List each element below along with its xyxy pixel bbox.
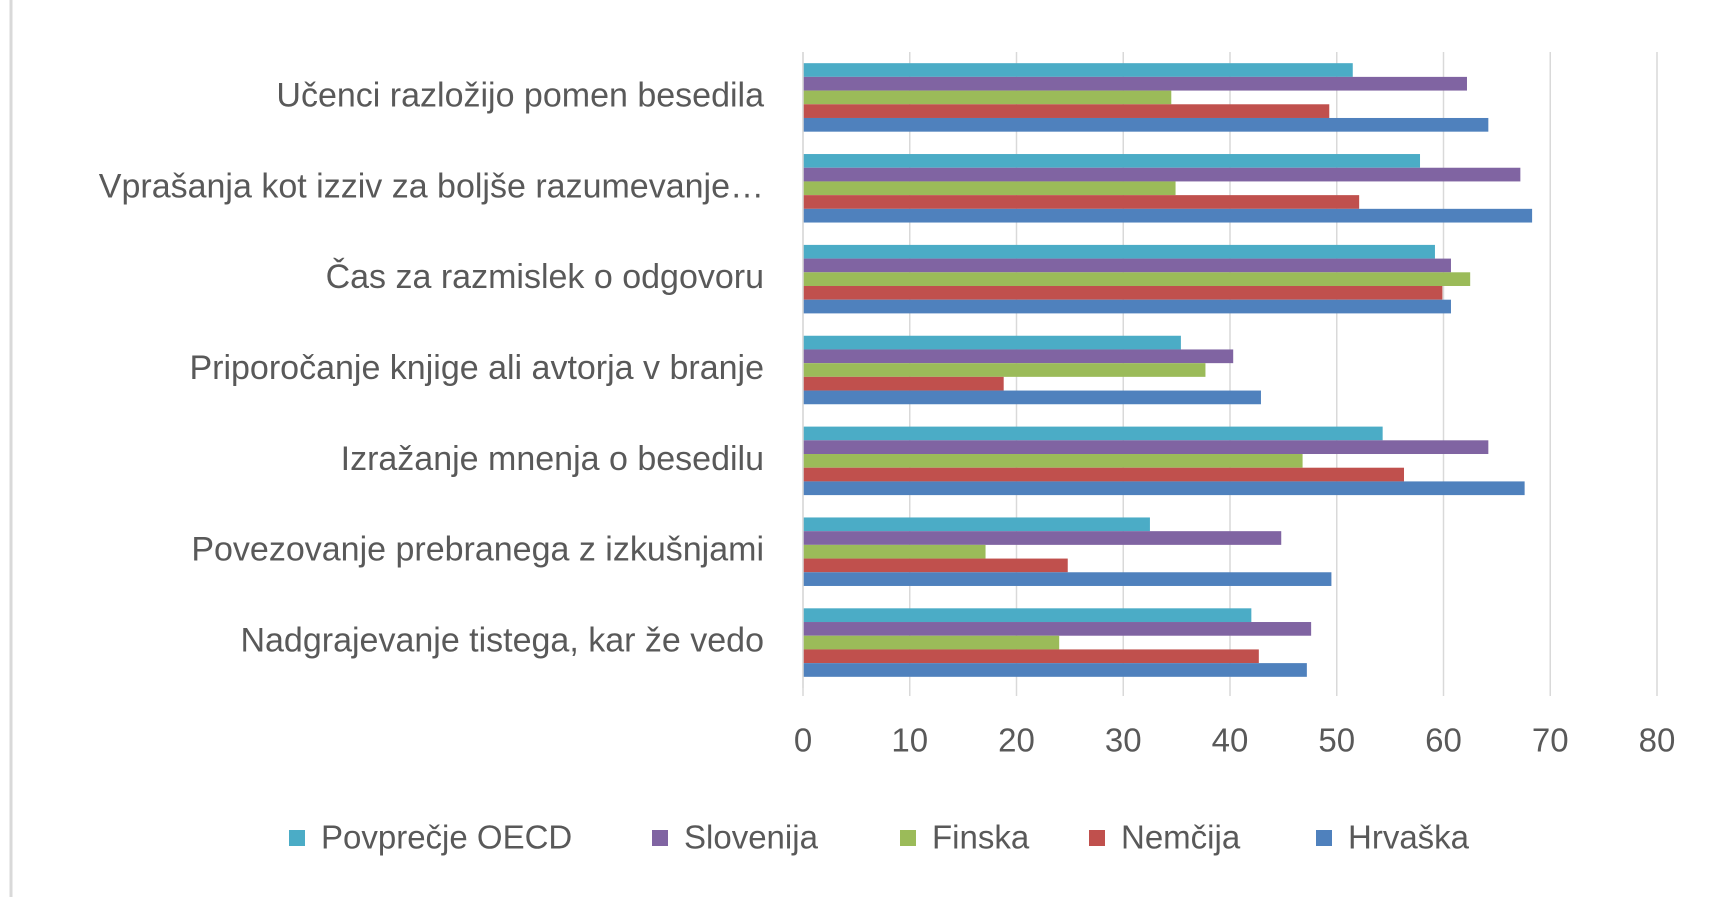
bar bbox=[803, 635, 1060, 650]
bar bbox=[803, 104, 1330, 118]
bar bbox=[803, 544, 986, 559]
y-tick-label: Učenci razložijo pomen besedila bbox=[276, 76, 764, 114]
bar bbox=[803, 558, 1068, 573]
x-tick-label: 40 bbox=[1212, 722, 1249, 759]
bar bbox=[803, 272, 1471, 286]
legend-label: Nemčija bbox=[1121, 819, 1241, 856]
bar bbox=[803, 622, 1312, 636]
x-tick-label: 20 bbox=[998, 722, 1035, 759]
y-tick-label: Priporočanje knjige ali avtorja v branje bbox=[189, 349, 764, 387]
x-tick-label: 0 bbox=[794, 722, 812, 759]
bar bbox=[803, 440, 1489, 455]
x-tick-label: 80 bbox=[1639, 722, 1676, 759]
legend-label: Hrvaška bbox=[1348, 819, 1470, 856]
bar bbox=[803, 117, 1489, 132]
bar bbox=[803, 208, 1533, 223]
bar bbox=[803, 376, 1004, 391]
bar bbox=[803, 63, 1353, 77]
x-tick-label: 10 bbox=[891, 722, 928, 759]
legend-label: Povprečje OECD bbox=[321, 819, 572, 856]
bar bbox=[803, 363, 1206, 377]
bar bbox=[803, 76, 1467, 91]
bar bbox=[803, 90, 1172, 105]
bar bbox=[803, 154, 1421, 168]
bar bbox=[803, 244, 1435, 259]
x-tick-label: 60 bbox=[1425, 722, 1462, 759]
bar bbox=[803, 572, 1332, 586]
bar bbox=[803, 390, 1261, 405]
bar bbox=[803, 517, 1150, 532]
y-tick-label: Nadgrajevanje tistega, kar že vedo bbox=[240, 622, 764, 660]
bar bbox=[803, 454, 1303, 468]
bar bbox=[803, 608, 1252, 623]
y-tick-label: Izražanje mnenja o besedilu bbox=[341, 440, 764, 478]
bar bbox=[803, 531, 1282, 545]
legend-swatch bbox=[1089, 830, 1105, 846]
y-tick-label: Vprašanja kot izziv za boljše razumevanj… bbox=[99, 167, 764, 205]
bar bbox=[803, 426, 1383, 441]
bar bbox=[803, 195, 1360, 209]
bar bbox=[803, 649, 1259, 664]
bar bbox=[803, 663, 1307, 677]
legend-swatch bbox=[900, 830, 916, 846]
legend-swatch bbox=[652, 830, 668, 846]
bar bbox=[803, 285, 1443, 300]
x-tick-label: 70 bbox=[1532, 722, 1569, 759]
x-tick-label: 50 bbox=[1318, 722, 1355, 759]
legend-swatch bbox=[289, 830, 305, 846]
bar bbox=[803, 181, 1176, 196]
bar bbox=[803, 481, 1525, 496]
legend-swatch bbox=[1316, 830, 1332, 846]
legend-label: Finska bbox=[932, 819, 1030, 856]
bar bbox=[803, 299, 1451, 314]
bar bbox=[803, 335, 1181, 350]
y-tick-label: Povezovanje prebranega z izkušnjami bbox=[191, 531, 764, 569]
y-tick-label: Čas za razmislek o odgovoru bbox=[326, 258, 764, 296]
bar bbox=[803, 467, 1405, 482]
bar bbox=[803, 167, 1521, 182]
x-tick-label: 30 bbox=[1105, 722, 1142, 759]
bar bbox=[803, 349, 1234, 364]
bar bbox=[803, 258, 1451, 273]
legend-label: Slovenija bbox=[684, 819, 819, 856]
